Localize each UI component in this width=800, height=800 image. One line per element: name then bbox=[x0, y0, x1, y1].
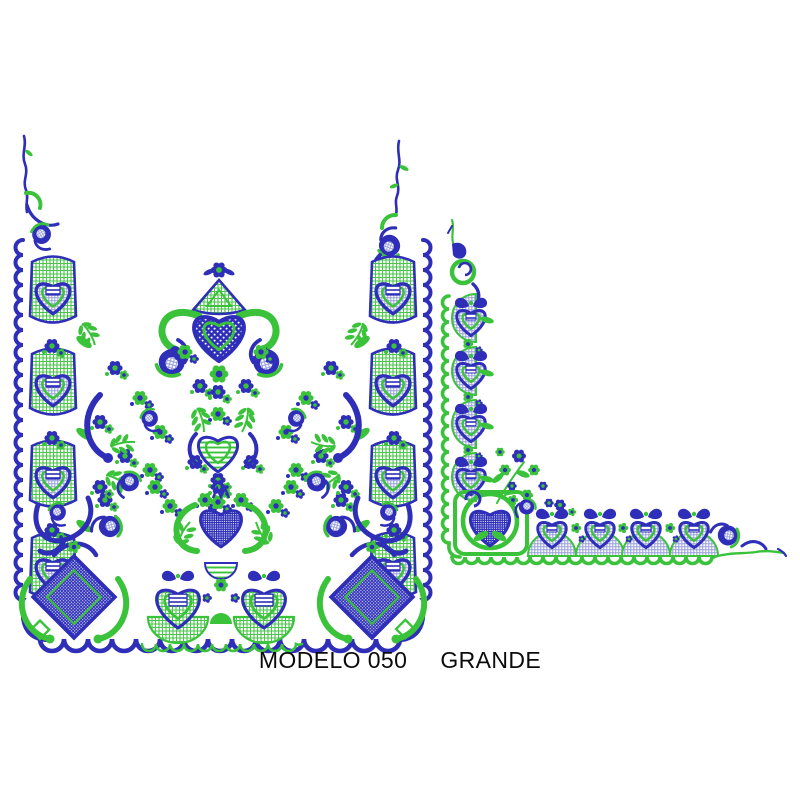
design-caption: MODELO 050 GRANDE bbox=[0, 647, 800, 674]
square-lace-panel bbox=[13, 134, 433, 654]
caption-model-number: MODELO 050 bbox=[258, 647, 408, 673]
caption-size-label: GRANDE bbox=[440, 647, 542, 673]
corner-border-panel bbox=[440, 218, 788, 566]
